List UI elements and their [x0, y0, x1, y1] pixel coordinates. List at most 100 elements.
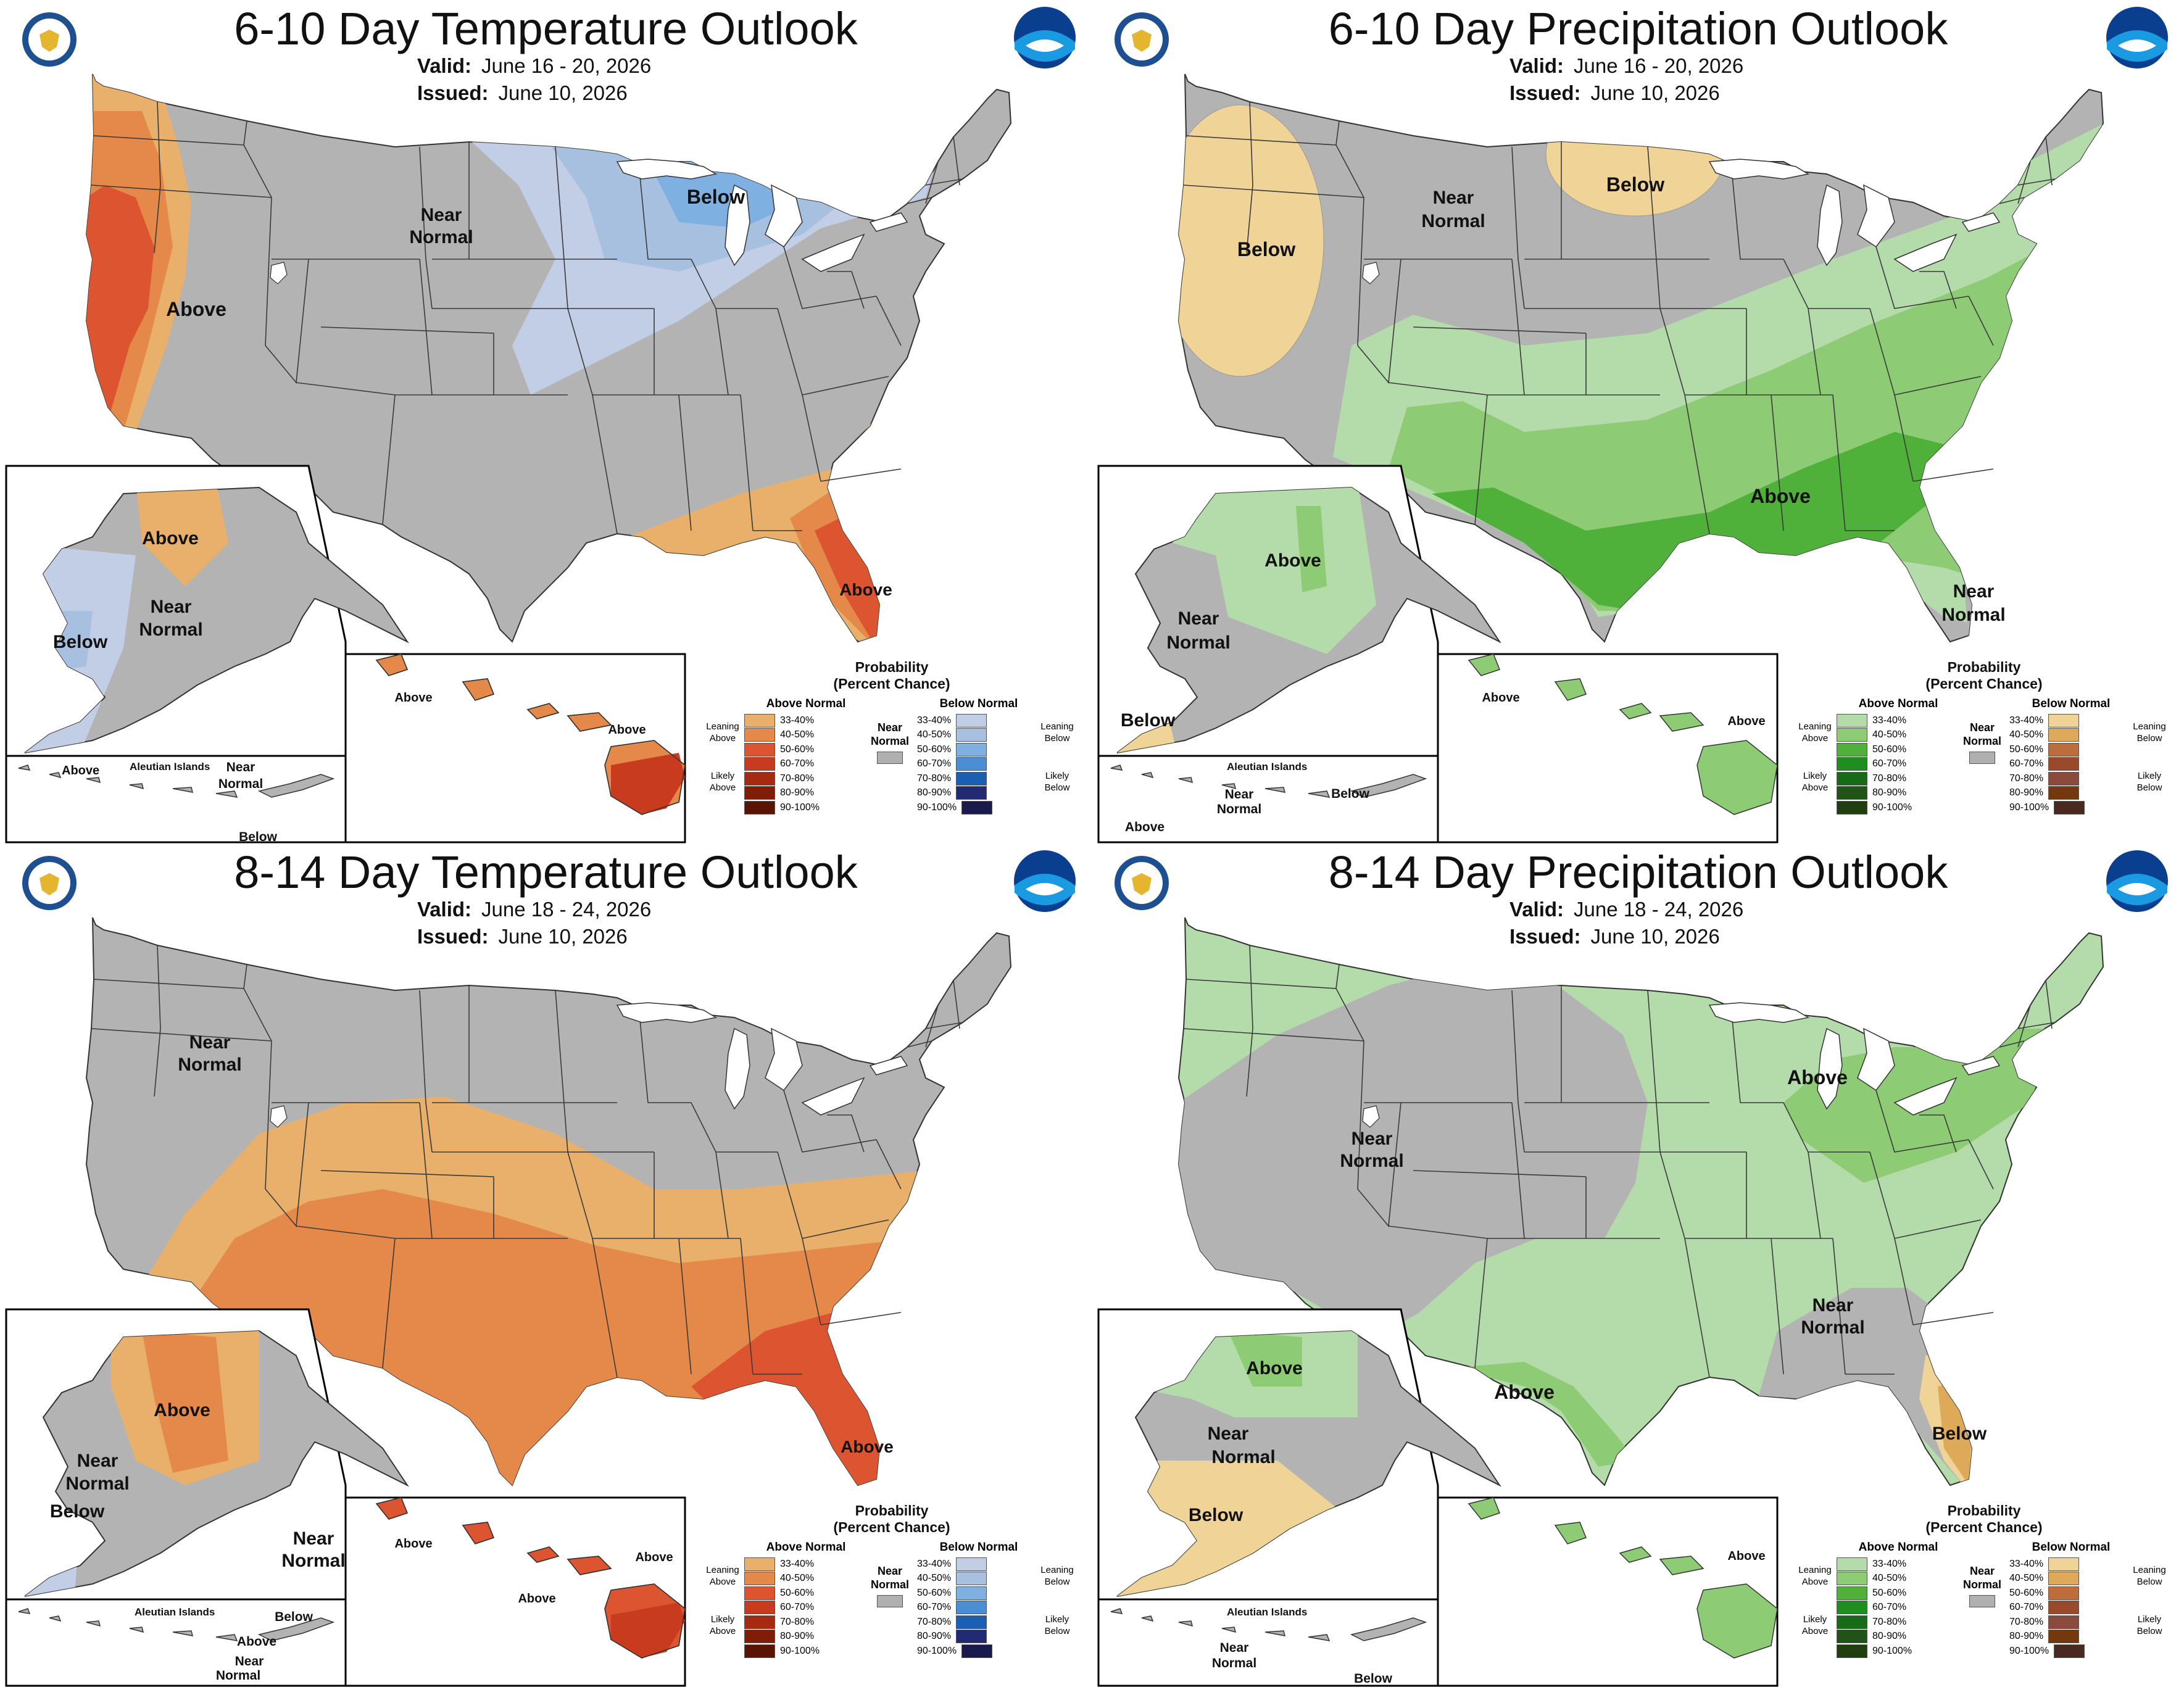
legend-range: 60-70% [2009, 1602, 2044, 1613]
region-label: Normal [1421, 211, 1485, 231]
outlook-map: Near Normal Above Below Above Above Near… [5, 73, 1011, 844]
legend-range: 40-50% [2009, 1573, 2044, 1584]
alaska-label: Near [1208, 1424, 1249, 1444]
issued-date: Issued: June 10, 2026 [417, 81, 628, 104]
hawaii-label: Above [1727, 1549, 1765, 1563]
legend-range: 90-100% [780, 802, 820, 813]
doc-seal-icon [22, 856, 77, 910]
legend-side-label: Leaning Above [706, 1565, 739, 1587]
alaska-label: Above [142, 528, 199, 549]
legend-range: 90-100% [1872, 1645, 1912, 1656]
hawaii-label: Above [394, 1537, 432, 1551]
legend-row: 90-100% [744, 800, 868, 815]
legend-side-label: Leaning Above [706, 721, 739, 744]
alaska-label: Near [151, 597, 192, 617]
legend-row: 50-60% [744, 1586, 868, 1601]
legend-title: Probability (Percent Chance) [1925, 659, 2043, 692]
legend-row: 33-40% [2009, 1557, 2133, 1572]
legend-range: 80-90% [2009, 787, 2044, 798]
legend-range: 60-70% [1872, 1602, 1907, 1613]
region-label: Above [1494, 1381, 1555, 1403]
region-label: Above [1787, 1066, 1848, 1088]
aleutian-label: Below [239, 830, 278, 844]
legend-range: 90-100% [2009, 1645, 2049, 1656]
legend-range: 70-80% [917, 1616, 952, 1627]
legend-range: 90-100% [917, 1645, 957, 1656]
alaska-label: Below [1121, 710, 1176, 731]
region-label: Normal [409, 227, 473, 247]
alaska-label: Normal [1211, 1447, 1275, 1467]
legend-row: 33-40% [744, 713, 868, 728]
hawaii-label: Above [608, 723, 646, 737]
hawaii-label: Above [1727, 715, 1765, 728]
legend-range: 33-40% [2009, 1558, 2044, 1569]
valid-dates: Valid: June 18 - 24, 2026 [417, 898, 652, 921]
legend-swatch [2048, 1630, 2080, 1644]
legend-row: 70-80% [744, 771, 868, 786]
legend-range: 80-90% [2009, 1631, 2044, 1642]
hawaii-label: Above [1482, 691, 1519, 705]
alaska-label: Normal [139, 620, 202, 640]
legend-title: Probability (Percent Chance) [1925, 1503, 2043, 1535]
aleutian-label: Aleutian Islands [135, 1606, 215, 1618]
panel-6-10-temperature: 6-10 Day Temperature Outlook Valid: June … [0, 0, 1092, 844]
legend-row: 50-60% [2009, 742, 2133, 757]
legend-range: 40-50% [1872, 1573, 1907, 1584]
legend-swatch [1837, 800, 1867, 814]
region-label: Below [1237, 238, 1295, 260]
legend-range: 40-50% [780, 1573, 815, 1584]
legend-above-column: Above Normal 33-40% 40-50% 50-60% 60-70% 70-… [1837, 1541, 1960, 1659]
region-label: Below [687, 186, 745, 208]
outlook-map: Near Normal Above Above Near Normal Belo… [1097, 917, 2104, 1687]
legend-range: 33-40% [917, 715, 952, 726]
region-label: Near [189, 1032, 231, 1053]
panel-title: 8-14 Day Temperature Outlook [234, 847, 858, 898]
legend-swatch [744, 786, 775, 800]
legend-range: 70-80% [2009, 773, 2044, 784]
legend-range: 70-80% [2009, 1616, 2044, 1627]
legend-row: 60-70% [2009, 757, 2133, 772]
legend-swatch [956, 742, 987, 756]
legend-title: Probability (Percent Chance) [833, 659, 950, 692]
legend-row: 90-100% [2009, 800, 2133, 815]
legend-swatch [2048, 1557, 2080, 1571]
region-label: Normal [1340, 1151, 1403, 1171]
legend-row: 90-100% [1837, 1644, 1960, 1659]
legend-side-label: Likely Above [709, 1614, 736, 1636]
legend-row: 33-40% [917, 713, 1040, 728]
legend-swatch [2048, 1572, 2080, 1586]
noaa-logo-icon [1014, 7, 1076, 68]
legend-swatch [2048, 1615, 2080, 1629]
valid-dates: Valid: June 16 - 20, 2026 [417, 54, 652, 77]
legend-row: 50-60% [2009, 1586, 2133, 1601]
noaa-logo-icon [1014, 850, 1076, 912]
legend-near-normal: Near Normal [865, 1564, 915, 1607]
legend-swatch [744, 1644, 775, 1658]
legend-row: 80-90% [2009, 786, 2133, 801]
legend-swatch [2048, 1601, 2080, 1615]
legend-range: 50-60% [917, 1587, 952, 1598]
alaska-label: Above [1264, 550, 1321, 571]
legend-swatch [2048, 771, 2080, 785]
probability-legend: Probability (Percent Chance) Above Normal… [1796, 1503, 2172, 1681]
region-label: Below [1932, 1424, 1987, 1444]
legend-below-column: Below Normal 33-40% 40-50% 50-60% 60-70% 70-… [2009, 1541, 2133, 1659]
aleutian-label: Normal [218, 777, 263, 791]
legend-row: 70-80% [1837, 1615, 1960, 1630]
valid-dates: Valid: June 18 - 24, 2026 [1509, 898, 1744, 921]
legend-range: 60-70% [780, 758, 815, 769]
legend-range: 33-40% [780, 1558, 815, 1569]
legend-side-label: Leaning Below [1040, 721, 1074, 744]
legend-range: 33-40% [1872, 715, 1907, 726]
aleutian-label: Normal [1217, 802, 1261, 816]
legend-row: 60-70% [744, 757, 868, 772]
legend-row: 33-40% [917, 1557, 1040, 1572]
region-label: Above [166, 298, 226, 320]
legend-near-normal: Near Normal [1958, 721, 2007, 764]
legend-row: 80-90% [917, 786, 1040, 801]
legend-range: 80-90% [917, 1631, 952, 1642]
legend-swatch [956, 757, 987, 771]
aleutian-label: Above [237, 1635, 276, 1649]
valid-dates: Valid: June 16 - 20, 2026 [1509, 54, 1744, 77]
legend-range: 50-60% [780, 744, 815, 755]
